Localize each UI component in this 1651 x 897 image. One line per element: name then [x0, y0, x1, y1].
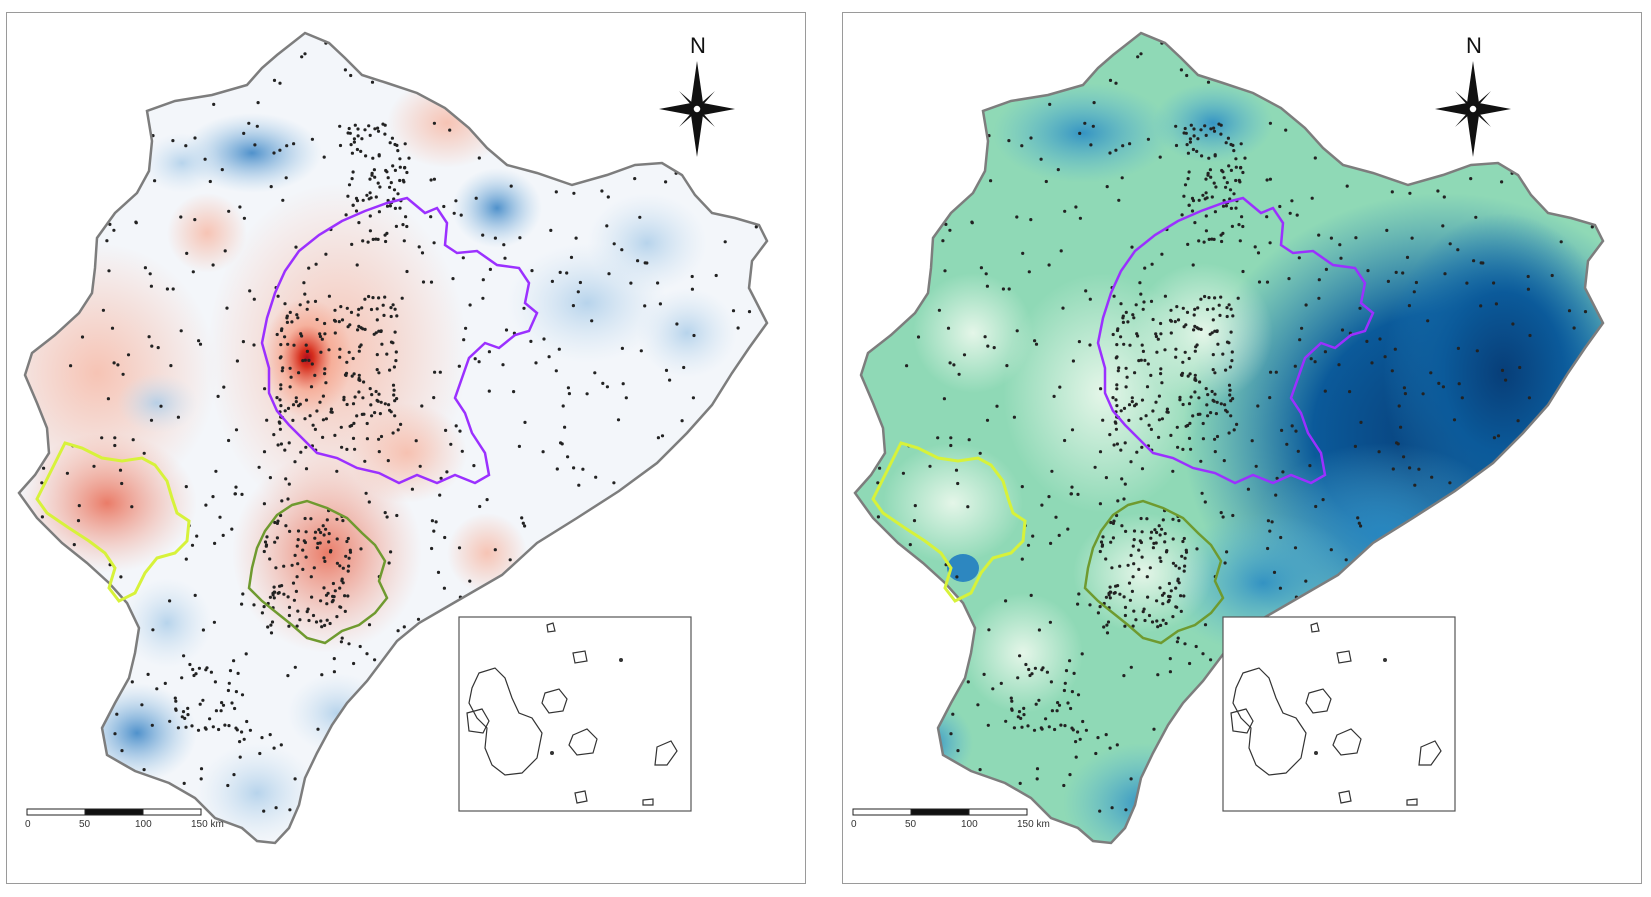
compass-rose-icon [659, 61, 735, 157]
country-outline-right [853, 31, 1605, 845]
scale-bar-right: 0 50 100 150 km [851, 808, 1050, 830]
inset-map-left [458, 616, 692, 812]
southern-region-outline-left [247, 499, 389, 645]
north-label-left: N [690, 33, 706, 58]
scale-label-0: 0 [851, 819, 857, 830]
coastal-region-outline-left [35, 441, 191, 603]
inset-map-right [1222, 616, 1456, 812]
compass-rose-icon [1435, 61, 1511, 157]
southern-region-outline-right [1083, 499, 1225, 645]
coastal-region-outline-right [871, 441, 1027, 603]
scale-label-100: 100 [961, 819, 978, 830]
map-panel-left: 0 50 100 150 km N [6, 12, 806, 884]
north-label-right: N [1466, 33, 1482, 58]
scale-label-0: 0 [25, 819, 31, 830]
raster-field-left [19, 33, 767, 843]
central-region-outline-right [1096, 196, 1375, 485]
scale-bar-left: 0 50 100 150 km [25, 808, 224, 830]
map-left-svg: 0 50 100 150 km [17, 31, 769, 845]
scale-label-50: 50 [79, 819, 91, 830]
scale-label-50: 50 [905, 819, 917, 830]
scale-label-150: 150 km [1017, 819, 1050, 830]
scale-label-150: 150 km [191, 819, 224, 830]
scale-label-100: 100 [135, 819, 152, 830]
map-panel-right: 0 50 100 150 km N [842, 12, 1642, 884]
country-outline-left [17, 31, 769, 845]
central-region-outline-left [260, 196, 539, 485]
map-right-svg: 0 50 100 150 km [851, 31, 1605, 845]
